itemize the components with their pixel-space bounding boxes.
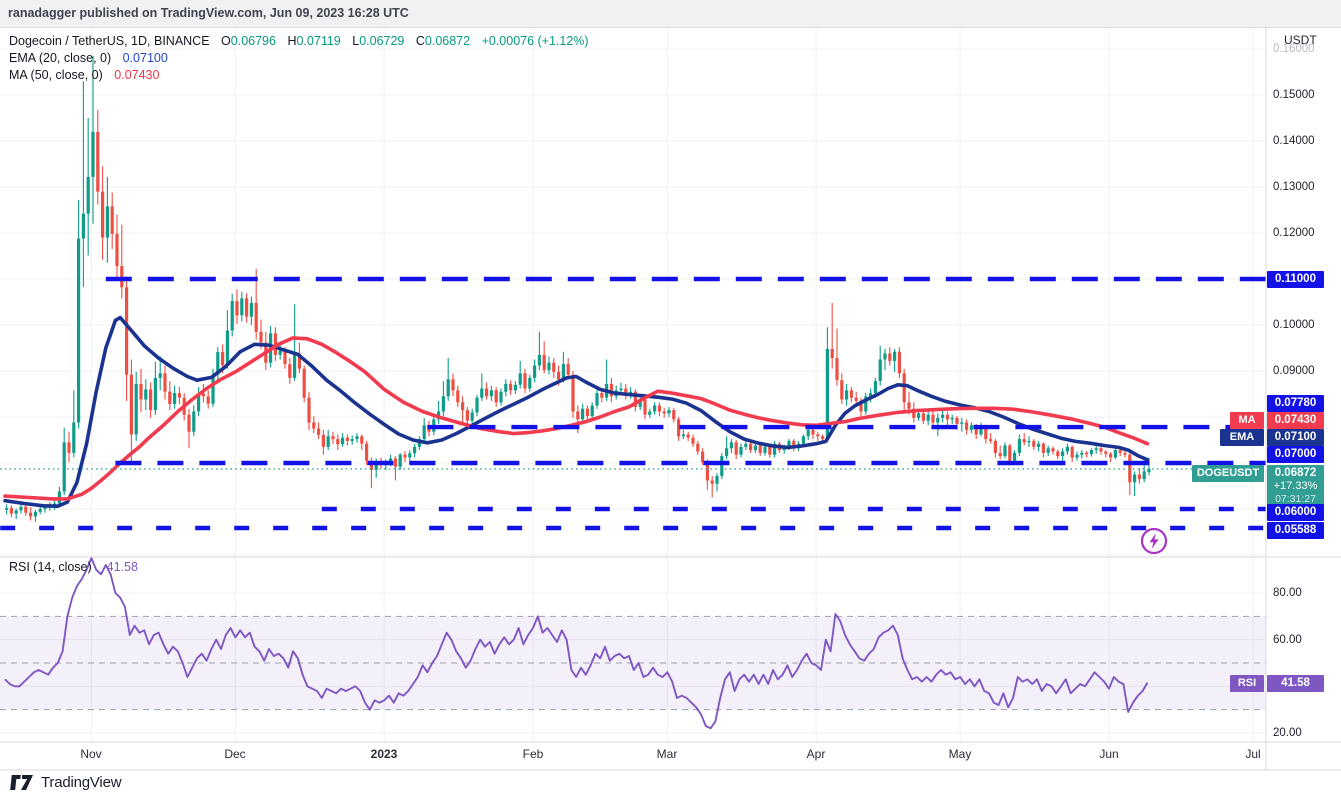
- rsi-value-badge: 41.58: [1267, 675, 1324, 692]
- time-axis-label: Nov: [80, 747, 102, 761]
- price-level-badge: 0.07100: [1267, 429, 1324, 446]
- time-axis-label: Jun: [1099, 747, 1119, 761]
- lightning-alert-icon[interactable]: [1140, 527, 1168, 555]
- ema-legend-row[interactable]: EMA (20, close, 0) 0.07100: [9, 50, 589, 67]
- rsi-axis-label: 60.00: [1273, 634, 1302, 646]
- price-axis-currency: USDT: [1284, 33, 1317, 47]
- time-axis-label: Dec: [224, 747, 246, 761]
- price-level-badge: 0.05588: [1267, 522, 1324, 539]
- time-axis-label: Jul: [1245, 747, 1261, 761]
- price-level-badge: 0.07780: [1267, 395, 1324, 412]
- ohlc-close: C0.06872: [415, 34, 471, 48]
- price-axis-label: 0.16000: [1273, 43, 1315, 55]
- ma-line-tag: MA: [1230, 412, 1264, 429]
- time-axis-label: Feb: [522, 747, 544, 761]
- brand-text: TradingView: [41, 774, 122, 791]
- ohlc-open: O0.06796: [221, 34, 276, 48]
- publish-banner-text: ranadagger published on TradingView.com,…: [8, 6, 409, 20]
- ohlc-low: L0.06729: [352, 34, 405, 48]
- ohlc-high: H0.07119: [287, 34, 341, 48]
- price-axis-label: 0.10000: [1273, 319, 1315, 331]
- price-axis-label: 0.13000: [1273, 181, 1315, 193]
- price-level-badge: 0.11000: [1267, 271, 1324, 288]
- price-axis-label: 0.14000: [1273, 135, 1315, 147]
- time-axis-label: May: [948, 747, 972, 761]
- ema-label: EMA (20, close, 0): [9, 51, 112, 65]
- rsi-legend-row[interactable]: RSI (14, close) 41.58: [9, 559, 138, 576]
- symbol-legend-row[interactable]: Dogecoin / TetherUS, 1D, BINANCE O0.0679…: [9, 33, 589, 50]
- publish-banner: ranadagger published on TradingView.com,…: [0, 0, 1341, 28]
- tradingview-mark-icon: [10, 775, 33, 790]
- chart-canvas[interactable]: [0, 28, 1341, 803]
- ema-value: 0.07100: [122, 51, 168, 65]
- rsi-axis-label: 80.00: [1273, 587, 1302, 599]
- price-level-badge: 0.07000: [1267, 446, 1324, 463]
- symbol-price-badge: 0.06872 +17.33% 07:31:27: [1267, 465, 1324, 506]
- time-axis-label: 2023: [370, 747, 398, 761]
- candles: [5, 55, 1151, 522]
- chart-area[interactable]: Dogecoin / TetherUS, 1D, BINANCE O0.0679…: [0, 28, 1341, 803]
- rsi-line: [4, 557, 1149, 730]
- time-axis-label: Apr: [806, 747, 826, 761]
- symbol-title: Dogecoin / TetherUS, 1D, BINANCE: [9, 34, 210, 48]
- rsi-axis-label: 20.00: [1273, 727, 1302, 739]
- price-level-badge: 0.07430: [1267, 412, 1324, 429]
- rsi-value: 41.58: [106, 560, 138, 574]
- ma-label: MA (50, close, 0): [9, 68, 103, 82]
- price-level-badge: 0.06000: [1267, 504, 1324, 521]
- ema20-line: [3, 315, 1150, 508]
- rsi-line-tag: RSI: [1230, 675, 1264, 692]
- time-axis-label: Mar: [656, 747, 678, 761]
- rsi-label: RSI (14, close): [9, 560, 92, 574]
- ema-line-tag: EMA: [1220, 429, 1264, 446]
- support-resistance-lines: [0, 276, 1266, 531]
- price-axis-label: 0.12000: [1273, 227, 1315, 239]
- change-value: +0.00076 (+1.12%): [481, 34, 589, 48]
- price-axis-label: 0.15000: [1273, 89, 1315, 101]
- tradingview-logo[interactable]: TradingView: [10, 774, 122, 791]
- ma-value: 0.07430: [114, 68, 160, 82]
- chart-legend: Dogecoin / TetherUS, 1D, BINANCE O0.0679…: [9, 33, 589, 84]
- symbol-line-tag: DOGEUSDT: [1192, 465, 1264, 482]
- price-axis-label: 0.09000: [1273, 365, 1315, 377]
- ma-legend-row[interactable]: MA (50, close, 0) 0.07430: [9, 67, 589, 84]
